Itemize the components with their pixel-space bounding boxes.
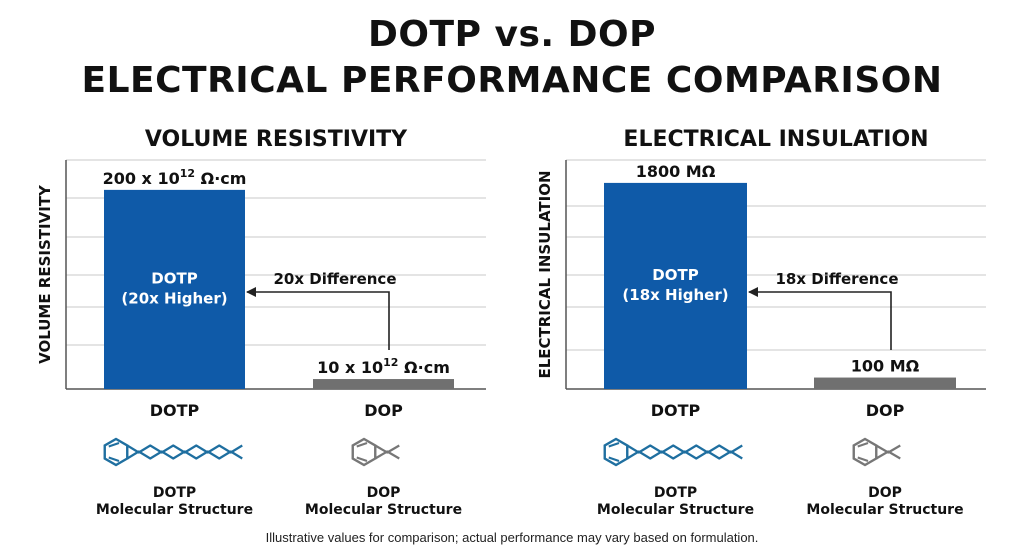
bar-dotp (104, 189, 245, 389)
molecule-dop-side-chain (374, 450, 400, 460)
bar-inner-label: (20x Higher) (121, 289, 227, 307)
chart-panel-1: VOLUME RESISTIVITY VOLUME RESISTIVITY 200 … (36, 127, 486, 518)
data-label: 1800 MΩ (636, 162, 716, 181)
structure-caption: DOTP (153, 485, 196, 501)
difference-arrow (748, 287, 892, 350)
molecule-dotp-double-bond (608, 456, 620, 462)
category-label: DOTP (651, 401, 701, 420)
difference-annotation: 20x Difference (273, 270, 396, 288)
molecule-dop-side-chain (875, 450, 901, 460)
molecule-dop-double-bond (857, 456, 869, 462)
molecule-dotp-ring (103, 437, 129, 467)
molecule-dotp-side-chain (126, 450, 243, 460)
molecule-dotp-side-chain (626, 450, 743, 460)
bar-dop (313, 379, 454, 389)
chart-panel-2: ELECTRICAL INSULATION ELECTRICAL INSULATI… (536, 127, 986, 518)
data-label: 200 x 1012 Ω·cm (103, 167, 247, 188)
molecule-dop-double-bond (356, 442, 368, 448)
y-axis-label: ELECTRICAL INSULATION (536, 170, 554, 378)
bar-inner-label: (18x Higher) (622, 286, 728, 304)
bar-inner-label: DOTP (652, 266, 698, 284)
structure-caption: DOP (868, 485, 902, 501)
data-label: 10 x 1012 Ω·cm (317, 356, 450, 377)
page-subtitle: ELECTRICAL PERFORMANCE COMPARISON (81, 60, 943, 101)
molecule-dop-double-bond (857, 442, 869, 448)
molecule-dop-ring (351, 437, 377, 467)
category-label: DOP (364, 401, 403, 420)
molecule-dop-ring (852, 437, 878, 467)
structure-caption: Molecular Structure (806, 502, 963, 518)
page-title: DOTP vs. DOP (368, 14, 656, 55)
category-label: DOP (866, 401, 905, 420)
structure-caption: Molecular Structure (597, 502, 754, 518)
structure-caption: Molecular Structure (305, 502, 462, 518)
category-label: DOTP (150, 401, 200, 420)
structure-caption: DOTP (654, 485, 697, 501)
y-axis-label: VOLUME RESISTIVITY (36, 184, 54, 364)
molecule-dotp-double-bond (108, 456, 120, 462)
difference-annotation: 18x Difference (775, 270, 898, 288)
molecule-dotp-ring (603, 437, 629, 467)
structure-caption: Molecular Structure (96, 502, 253, 518)
bar-dop (814, 377, 956, 389)
molecule-dotp-double-bond (108, 442, 120, 448)
chart-title: ELECTRICAL INSULATION (623, 127, 928, 152)
molecule-dotp-double-bond (608, 442, 620, 448)
structure-caption: DOP (367, 485, 401, 501)
data-label: 100 MΩ (851, 357, 920, 376)
difference-arrow (246, 287, 390, 350)
chart-title: VOLUME RESISTIVITY (145, 127, 408, 152)
molecule-dop-double-bond (356, 456, 368, 462)
footnote: Illustrative values for comparison; actu… (265, 530, 759, 545)
bar-dotp (604, 182, 747, 389)
bar-inner-label: DOTP (151, 269, 197, 287)
